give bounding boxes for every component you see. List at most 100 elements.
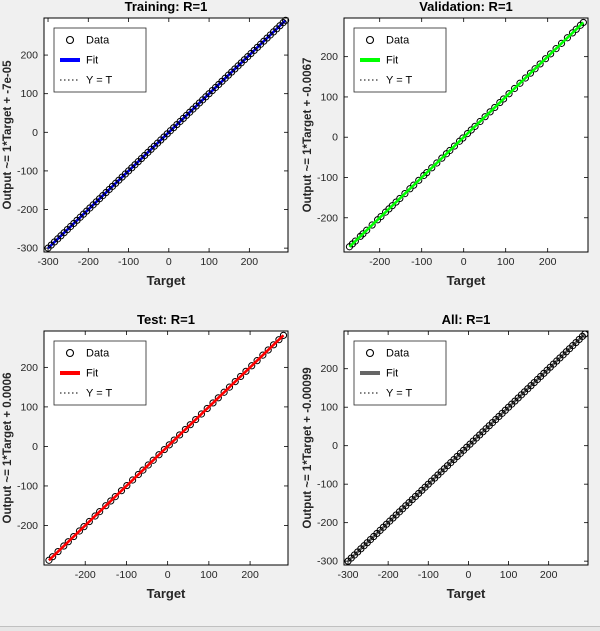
data-point [279,331,288,339]
y-axis-label: Output ~= 1*Target + 0.0006 [2,373,14,524]
x-tick-label: -200 [75,569,96,581]
training-plot: -300 -200 -100 0 100 200 -300 -200 -100 0 100 200 Tr… [2,0,290,288]
data-point [60,542,68,550]
test-plot: -200 -100 0 100 200 -200 -100 0 100 200 Test: R=1 T… [2,313,289,601]
x-tick-label: 100 [200,569,218,581]
data-point [214,394,222,402]
data-point [134,470,142,479]
data-point [181,425,189,434]
data-point [237,372,245,381]
data-point [481,113,489,121]
y-ticks: -300 -200 -100 0 100 200 [17,50,288,255]
fit-line [48,334,285,562]
subplot-validation: -200 -100 0 100 200 -200 -100 0 100 200 Validation… [300,0,600,313]
x-tick-label: 200 [540,569,558,581]
data-point [54,547,62,556]
data-point [563,34,572,42]
y-tick-label: -200 [317,517,338,529]
data-point [279,19,287,27]
data-point [220,388,228,396]
data-point [107,497,115,505]
plot-frame [343,17,589,253]
data-point [253,357,261,365]
y-tick-label: 200 [20,50,38,62]
x-ticks: -300 -200 -100 0 100 200 [338,331,558,581]
data-point [80,523,88,531]
data-point [410,181,418,189]
plot-title: Validation: R=1 [419,0,513,14]
data-point [91,512,99,520]
x-ticks: -200 -100 0 100 200 [369,18,557,268]
data-point [351,237,359,245]
data-point [269,341,278,349]
legend-data-marker [365,35,375,45]
data-point [123,481,131,490]
x-tick-label: 100 [500,569,518,581]
data-point [155,451,163,459]
x-tick-label: -100 [418,569,439,581]
legend: Data Fit Y = T [53,27,147,93]
x-tick-label: -300 [38,256,59,268]
data-point [415,176,423,184]
data-point [231,377,239,386]
data-point [170,436,178,444]
x-tick-label: 100 [497,256,515,268]
x-axis-label: Target [147,273,186,288]
y-tick-label: 200 [320,51,338,63]
x-tick-label: -200 [369,256,390,268]
data-points [45,331,288,564]
data-point [264,346,272,354]
y-tick-label: -300 [17,243,38,255]
y-axis-label: Output ~= 1*Target + -7e-05 [2,60,14,210]
data-point [165,441,173,449]
data-point [75,527,84,535]
y-ticks: -200 -100 0 100 200 [17,362,288,532]
data-point [463,129,472,138]
x-tick-label: 0 [166,256,172,268]
legend: Data Fit Y = T [353,27,447,93]
data-point [242,367,250,375]
data-point [433,159,441,167]
y-tick-label: -200 [17,204,38,216]
data-point [531,65,539,73]
legend-label: Fit [86,368,98,380]
data-point [557,39,566,47]
data-point [139,466,147,474]
data-point [248,362,256,370]
y-axis-label: Output ~= 1*Target + -0.0067 [302,58,314,213]
data-point [423,169,431,177]
x-tick-label: 0 [165,569,171,581]
legend-label: Data [86,35,110,47]
plot-frame [43,17,289,253]
y-tick-label: -300 [317,556,338,568]
data-point [117,487,126,495]
data-point [505,90,513,98]
data-point [111,493,119,501]
x-ticks: -300 -200 -100 0 100 200 [38,18,259,268]
data-point [225,383,234,391]
x-tick-label: 0 [465,569,471,581]
data-point [149,456,157,464]
legend-data-marker [65,35,75,45]
x-tick-label: -100 [116,569,137,581]
data-point [192,415,200,424]
data-point [356,232,364,240]
legend-label: Data [386,348,410,360]
validation-plot: -200 -100 0 100 200 -200 -100 0 100 200 Validation… [302,0,589,288]
y-tick-label: 100 [20,401,38,413]
data-points [345,18,587,251]
data-point [579,18,587,27]
x-tick-label: 200 [241,256,259,268]
data-point [281,16,290,24]
legend-label: Fit [386,368,398,380]
x-axis-label: Target [447,586,486,601]
data-point [129,476,137,484]
data-point [203,404,211,413]
legend-data-marker [65,348,75,358]
data-point [45,556,53,564]
y-tick-label: 200 [320,363,338,375]
data-point [96,508,104,516]
x-tick-label: 100 [200,256,218,268]
data-point [176,431,184,439]
